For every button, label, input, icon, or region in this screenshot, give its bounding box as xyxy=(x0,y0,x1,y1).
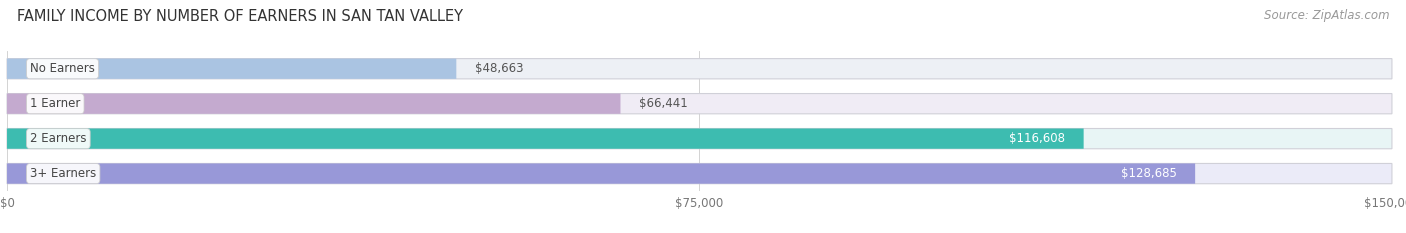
Text: $116,608: $116,608 xyxy=(1010,132,1066,145)
FancyBboxPatch shape xyxy=(7,93,620,114)
FancyBboxPatch shape xyxy=(7,59,457,79)
Text: $66,441: $66,441 xyxy=(638,97,688,110)
FancyBboxPatch shape xyxy=(7,164,1195,184)
Text: FAMILY INCOME BY NUMBER OF EARNERS IN SAN TAN VALLEY: FAMILY INCOME BY NUMBER OF EARNERS IN SA… xyxy=(17,9,463,24)
FancyBboxPatch shape xyxy=(7,93,1392,114)
Text: Source: ZipAtlas.com: Source: ZipAtlas.com xyxy=(1264,9,1389,22)
FancyBboxPatch shape xyxy=(7,164,1392,184)
Text: $48,663: $48,663 xyxy=(475,62,523,75)
FancyBboxPatch shape xyxy=(7,129,1084,149)
FancyBboxPatch shape xyxy=(7,59,1392,79)
Text: 2 Earners: 2 Earners xyxy=(30,132,87,145)
Text: No Earners: No Earners xyxy=(30,62,96,75)
Text: 3+ Earners: 3+ Earners xyxy=(30,167,97,180)
Text: 1 Earner: 1 Earner xyxy=(30,97,80,110)
FancyBboxPatch shape xyxy=(7,129,1392,149)
Text: $128,685: $128,685 xyxy=(1121,167,1177,180)
